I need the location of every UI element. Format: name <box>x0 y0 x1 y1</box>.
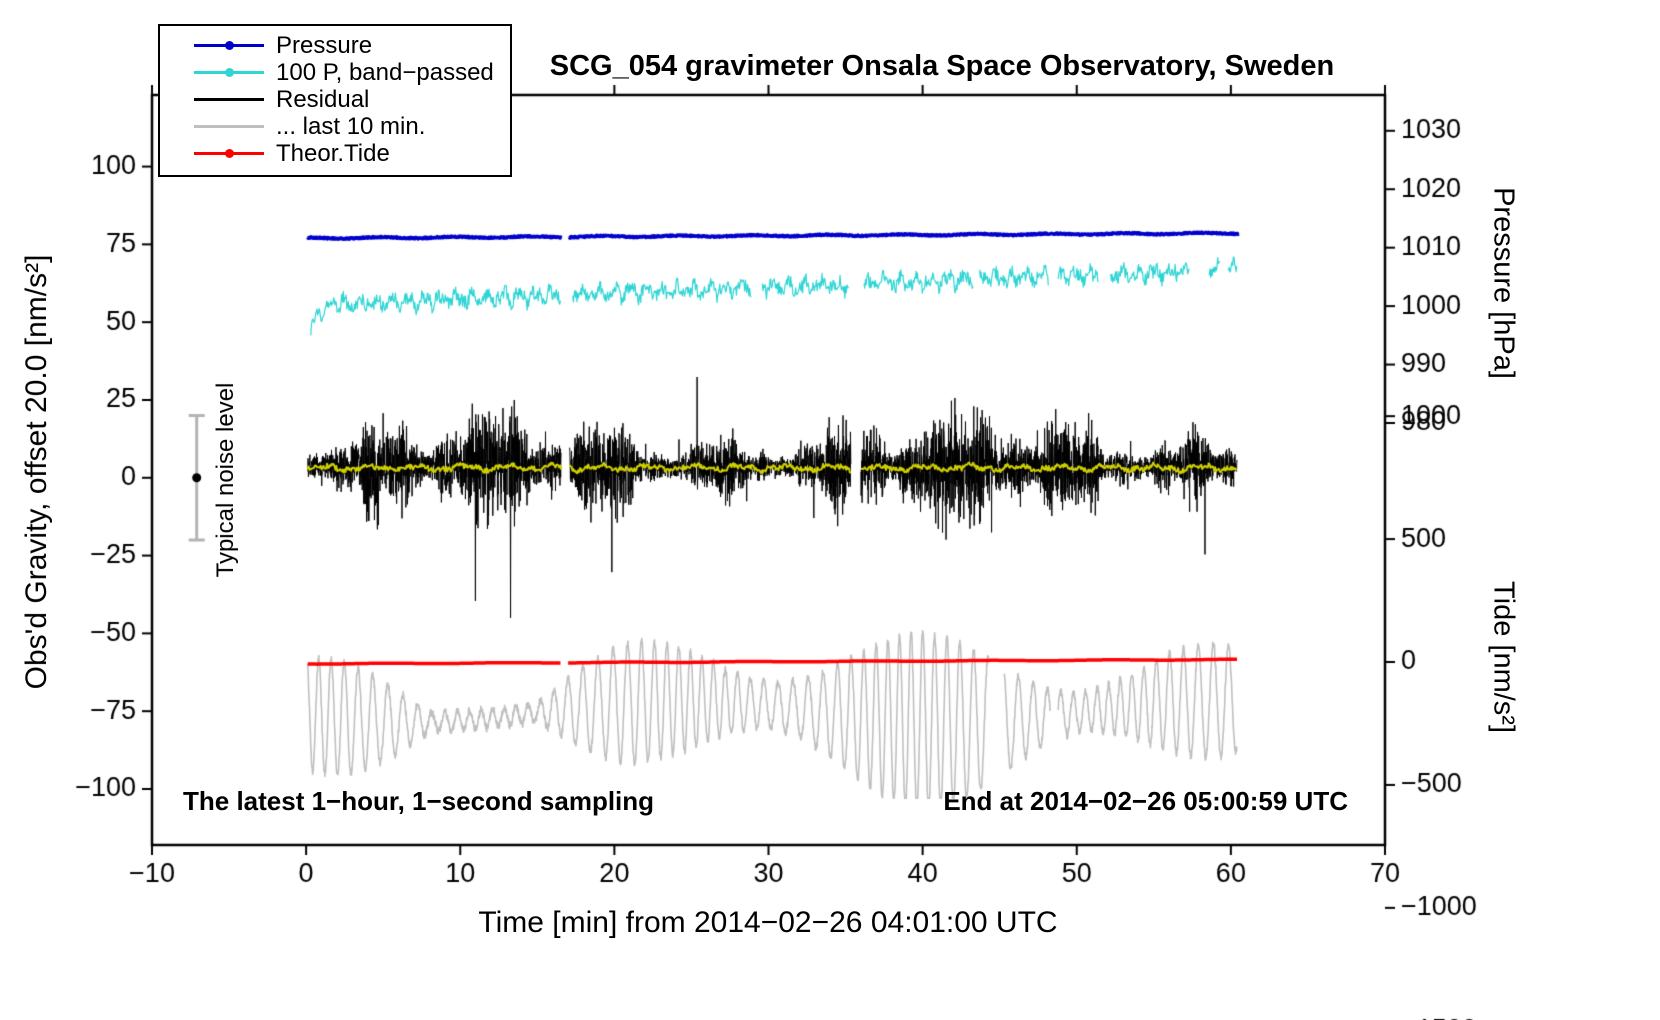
legend-item-bandpassed: 100 P, band−passed <box>160 59 510 86</box>
y-axis-label-pressure: Pressure [hPa] <box>1487 187 1520 379</box>
legend-item-residual: Residual <box>160 86 510 113</box>
y-axis-label-tide: Tide [nm/s²] <box>1487 580 1520 734</box>
x-axis-label: Time [min] from 2014−02−26 04:01:00 UTC <box>478 906 1058 939</box>
legend-label: Theor.Tide <box>276 139 390 167</box>
legend-item-last10min: ... last 10 min. <box>160 113 510 140</box>
residual-line-icon <box>194 86 264 113</box>
pressure-line-dot-icon <box>194 32 264 59</box>
legend-label: Pressure <box>276 31 373 59</box>
typical-noise-level-label: Typical noise level <box>212 382 239 578</box>
legend-label: 100 P, band−passed <box>276 58 494 86</box>
theortide-line-dot-icon <box>194 140 264 167</box>
legend-label: ... last 10 min. <box>276 112 426 140</box>
last10min-line-icon <box>194 113 264 140</box>
legend-item-pressure: Pressure <box>160 32 510 59</box>
legend-item-theortide: Theor.Tide <box>160 140 510 167</box>
y-axis-label-gravity: Obs'd Gravity, offset 20.0 [nm/s²] <box>20 254 53 690</box>
bandpassed-line-dot-icon <box>194 59 264 86</box>
end-time-annotation: End at 2014−02−26 05:00:59 UTC <box>943 786 1348 816</box>
legend: Pressure 100 P, band−passed Residual ...… <box>158 24 512 177</box>
legend-label: Residual <box>276 85 370 113</box>
sampling-annotation: The latest 1−hour, 1−second sampling <box>183 786 655 816</box>
chart-title: SCG_054 gravimeter Onsala Space Observat… <box>549 50 1335 82</box>
